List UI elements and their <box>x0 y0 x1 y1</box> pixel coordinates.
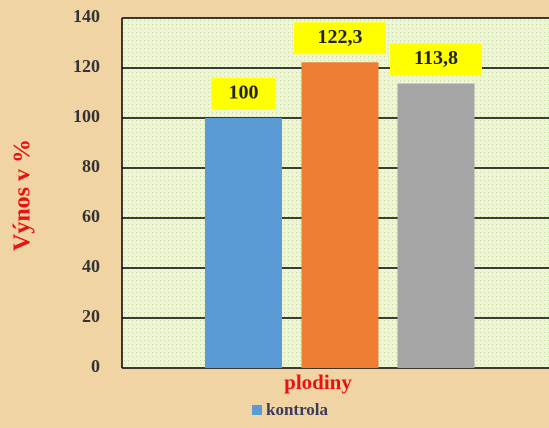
x-axis-label: plodiny <box>284 370 352 394</box>
y-tick-label: 60 <box>82 206 100 226</box>
value-label: 113,8 <box>414 47 458 69</box>
y-tick-label: 140 <box>73 6 100 26</box>
bar <box>301 62 379 368</box>
y-axis-label: Výnos v % <box>10 139 36 251</box>
value-label-bg <box>390 43 482 76</box>
value-label-bg <box>211 78 276 110</box>
value-label: 122,3 <box>318 26 363 48</box>
y-tick-label: 120 <box>73 56 100 76</box>
value-label-bg <box>294 22 386 55</box>
legend-swatch <box>252 405 262 415</box>
y-tick-label: 40 <box>82 256 100 276</box>
y-tick-label: 0 <box>91 356 100 376</box>
y-tick-label: 100 <box>73 106 100 126</box>
bar <box>205 118 282 368</box>
value-label: 100 <box>229 82 259 104</box>
legend-label: kontrola <box>266 400 329 419</box>
bar <box>397 83 475 368</box>
y-tick-label: 80 <box>82 156 100 176</box>
y-tick-label: 20 <box>82 306 100 326</box>
